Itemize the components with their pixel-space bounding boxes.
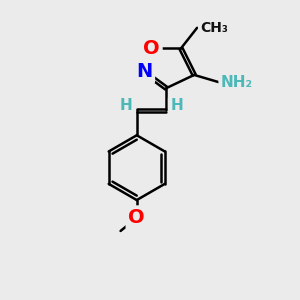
Text: H: H (120, 98, 133, 113)
Text: NH₂: NH₂ (221, 75, 253, 90)
Text: N: N (136, 62, 152, 82)
Text: CH₃: CH₃ (200, 21, 228, 35)
Text: O: O (143, 39, 160, 58)
Text: H: H (170, 98, 183, 113)
Text: O: O (128, 208, 145, 227)
